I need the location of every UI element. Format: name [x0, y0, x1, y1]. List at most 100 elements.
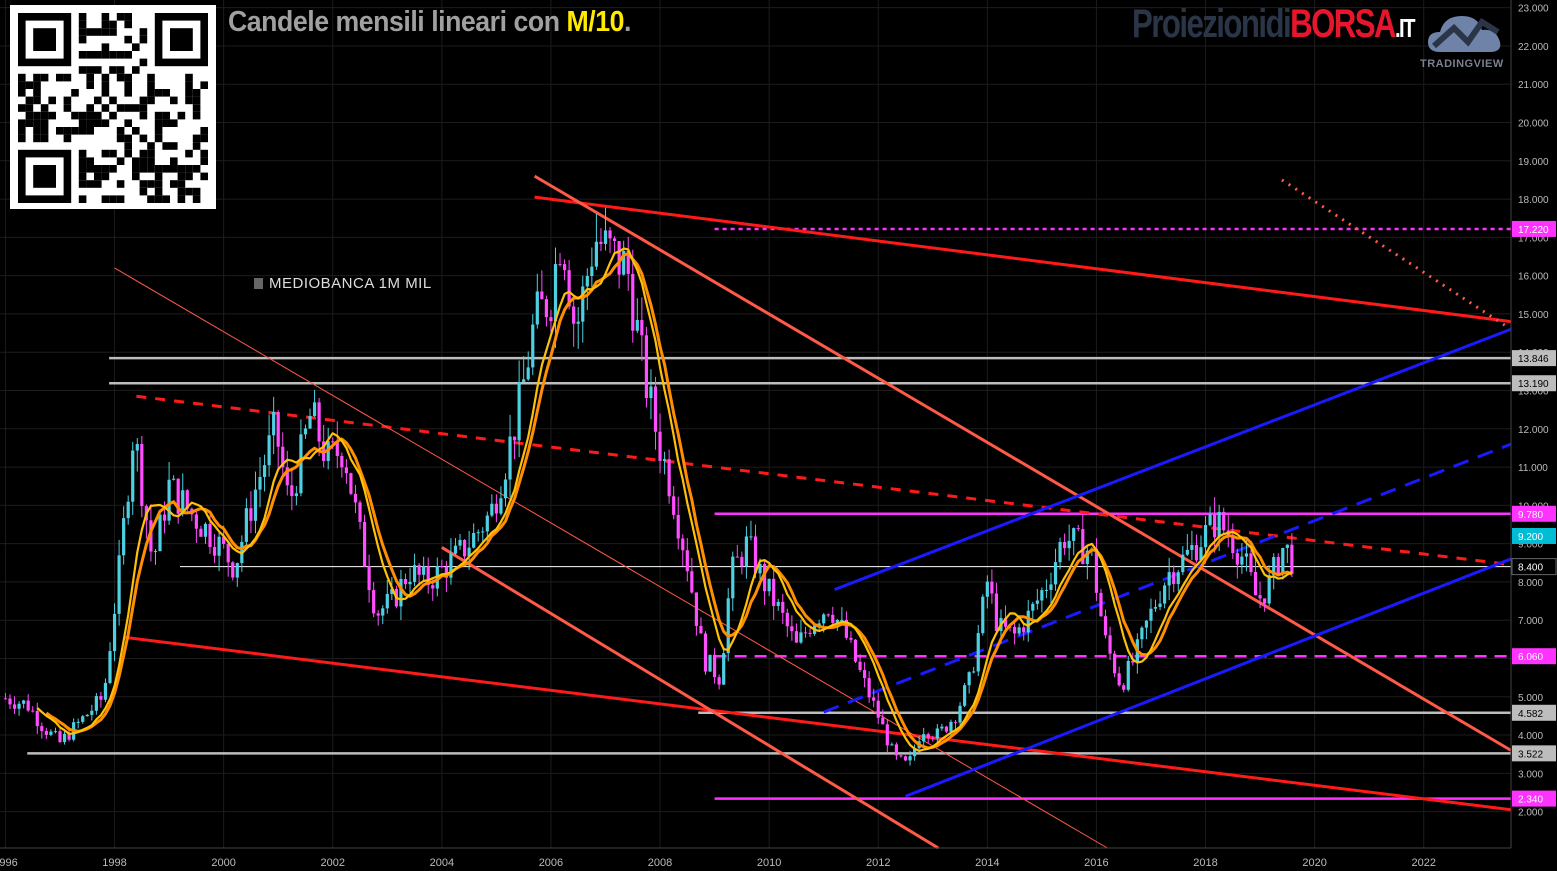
- candle-body: [81, 716, 85, 722]
- candle-body: [153, 551, 158, 553]
- candle-body: [481, 531, 485, 533]
- qr-module: [200, 149, 208, 158]
- candle-body: [1117, 673, 1121, 686]
- x-tick-label: 2006: [539, 857, 563, 869]
- qr-module: [185, 73, 193, 82]
- candle-body: [849, 637, 853, 640]
- candle-body: [44, 731, 48, 735]
- qr-module: [109, 96, 117, 105]
- candle-body: [662, 459, 667, 461]
- symbol-marker-icon: [254, 278, 263, 289]
- candle-body: [881, 717, 885, 725]
- candle-body: [1113, 653, 1117, 674]
- candle-body: [726, 598, 730, 654]
- qr-module: [109, 111, 117, 120]
- candle-body: [1158, 603, 1162, 607]
- level-label-bg: [1512, 790, 1556, 807]
- candle-body: [1103, 616, 1108, 636]
- x-tick-label: 2016: [1084, 857, 1108, 869]
- qr-module: [63, 104, 72, 112]
- candle-body: [1085, 550, 1089, 564]
- qr-module: [86, 157, 94, 165]
- candle-body: [1140, 627, 1144, 640]
- candle-body: [1258, 595, 1262, 599]
- qr-module: [101, 43, 110, 51]
- candle-body: [403, 578, 408, 585]
- candle-body: [67, 733, 71, 740]
- qr-module: [109, 51, 117, 59]
- level-label-text: 3.522: [1518, 749, 1543, 760]
- candle-body: [217, 536, 221, 556]
- qr-module: [185, 81, 193, 89]
- candle-body: [453, 545, 458, 554]
- brand-logo: ProiezionidiBORSA.IT: [1132, 2, 1416, 47]
- candle-body: [203, 523, 208, 537]
- candle-body: [922, 734, 926, 742]
- qr-module: [185, 187, 193, 196]
- qr-module: [147, 142, 155, 150]
- y-tick-label: 19.000: [1518, 157, 1549, 168]
- qr-module: [116, 66, 125, 74]
- candle-body: [1094, 548, 1099, 593]
- candle-body: [585, 275, 589, 287]
- qr-module: [192, 165, 201, 173]
- candle-body: [385, 593, 389, 609]
- candle-body: [799, 632, 803, 643]
- candle-body: [753, 536, 758, 574]
- qr-module: [154, 134, 163, 143]
- trendline: [114, 267, 1108, 849]
- candle-body: [822, 614, 826, 624]
- candle-body: [908, 756, 912, 761]
- brand-subtitle: TRADINGVIEW: [1420, 58, 1504, 70]
- qr-module: [40, 73, 49, 82]
- candle-body: [1026, 610, 1030, 633]
- candle-body: [1272, 557, 1276, 576]
- qr-module: [101, 51, 110, 59]
- qr-module: [86, 165, 94, 173]
- qr-module: [177, 172, 186, 181]
- candle-body: [12, 704, 17, 709]
- candle-body: [781, 601, 785, 613]
- qr-module: [33, 96, 41, 105]
- qr-module: [25, 111, 34, 120]
- candle-body: [762, 564, 767, 592]
- qr-module: [33, 127, 41, 135]
- symbol-text: MEDIOBANCA 1M MIL: [269, 275, 432, 292]
- candle-body: [149, 520, 153, 552]
- candle-body: [649, 386, 653, 399]
- candle-body: [167, 479, 171, 521]
- candle-body: [276, 412, 280, 447]
- candle-body: [535, 291, 539, 325]
- qr-module: [86, 51, 94, 59]
- qr-finder-core: [33, 28, 56, 51]
- symbol-label[interactable]: MEDIOBANCA 1M MIL: [254, 275, 432, 292]
- candle-body: [963, 685, 967, 706]
- candle-body: [626, 250, 630, 274]
- qr-module: [101, 81, 110, 89]
- candle-body: [567, 270, 571, 307]
- x-tick-label: 2012: [866, 857, 890, 869]
- candle-body: [790, 626, 794, 632]
- candle-body: [603, 230, 608, 244]
- x-tick-label: 2020: [1302, 857, 1326, 869]
- qr-module: [63, 134, 72, 143]
- candle-body: [17, 703, 21, 709]
- candle-body: [449, 553, 453, 578]
- candle-body: [22, 700, 26, 704]
- brand-part2: BORSA: [1290, 2, 1396, 46]
- candle-body: [1249, 553, 1253, 573]
- candle-body: [1040, 590, 1044, 601]
- qr-module: [33, 89, 41, 97]
- candle-body: [76, 721, 80, 723]
- candle-body: [440, 565, 444, 567]
- level-label-bg: [1511, 558, 1557, 576]
- qr-module: [162, 89, 170, 97]
- qr-module: [116, 73, 125, 82]
- qr-module: [154, 180, 163, 188]
- qr-module: [94, 111, 102, 120]
- candle-body: [1108, 635, 1112, 654]
- qr-module: [86, 66, 94, 74]
- candle-body: [1031, 603, 1035, 611]
- qr-module: [185, 89, 193, 97]
